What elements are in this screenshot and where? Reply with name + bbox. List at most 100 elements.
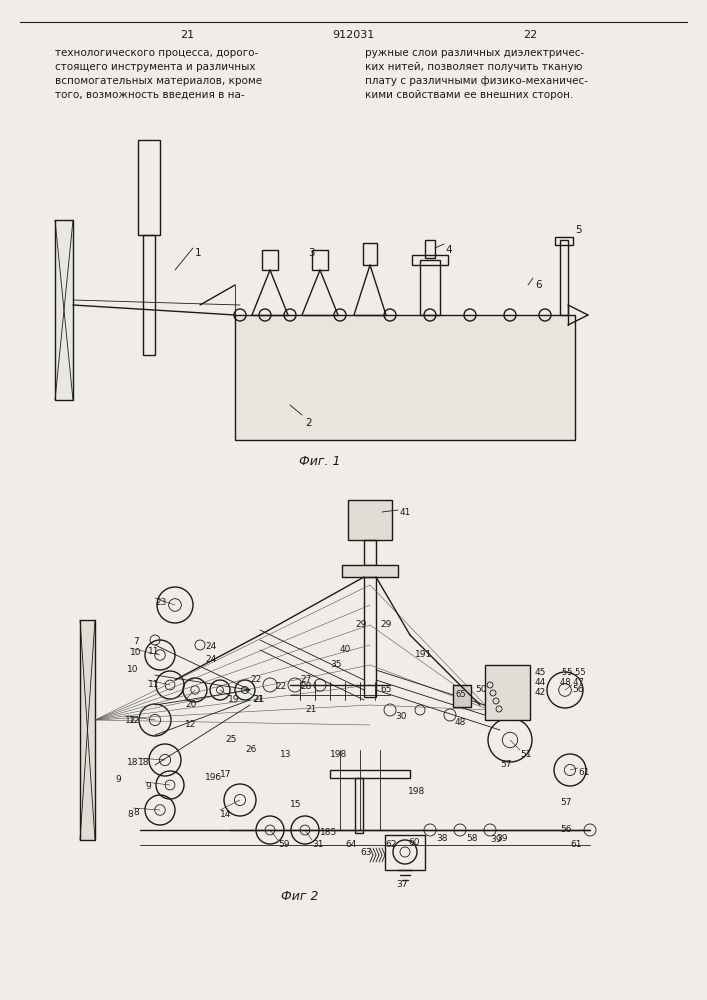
Text: 20: 20 (185, 700, 197, 709)
Text: 3: 3 (308, 248, 315, 258)
Text: 9: 9 (145, 782, 151, 791)
Text: 191: 191 (415, 650, 432, 659)
Text: 18: 18 (127, 758, 139, 767)
Text: 58: 58 (466, 834, 477, 843)
Text: 35: 35 (330, 660, 341, 669)
Bar (342, 565, 398, 577)
Bar (364, 540, 376, 565)
Text: 63: 63 (360, 848, 371, 857)
Bar (425, 240, 435, 258)
Text: 45: 45 (535, 668, 547, 677)
Bar (143, 235, 155, 355)
Text: 39: 39 (490, 835, 501, 844)
Text: 22: 22 (523, 30, 537, 40)
Text: 61: 61 (578, 768, 590, 777)
Text: 12: 12 (185, 720, 197, 729)
Text: 24: 24 (205, 655, 216, 664)
Text: 17: 17 (220, 770, 231, 779)
Bar (312, 250, 328, 270)
Text: 11: 11 (148, 647, 160, 656)
Text: 26: 26 (245, 745, 257, 754)
Text: 42: 42 (535, 688, 547, 697)
Text: 24: 24 (205, 642, 216, 651)
Text: 51: 51 (520, 750, 532, 759)
Text: 10: 10 (127, 665, 139, 674)
Text: 40: 40 (340, 645, 351, 654)
Text: 14: 14 (220, 810, 231, 819)
Text: 21: 21 (252, 695, 264, 704)
Text: 21: 21 (305, 705, 316, 714)
Bar (555, 237, 573, 245)
Bar (412, 255, 448, 265)
Text: 48: 48 (455, 718, 467, 727)
Text: 9: 9 (115, 775, 121, 784)
Bar (55, 220, 73, 400)
Text: вспомогательных материалов, кроме: вспомогательных материалов, кроме (55, 76, 262, 86)
Text: ружные слои различных диэлектричес-: ружные слои различных диэлектричес- (365, 48, 584, 58)
Text: Фиг. 1: Фиг. 1 (299, 455, 341, 468)
Text: 23: 23 (155, 598, 166, 607)
Text: 62: 62 (385, 840, 397, 849)
Text: 198: 198 (408, 787, 425, 796)
Text: 22: 22 (275, 682, 286, 691)
Text: 61: 61 (570, 840, 581, 849)
Bar (420, 260, 440, 315)
Text: 10: 10 (130, 648, 141, 657)
Text: 8: 8 (127, 810, 133, 819)
Bar (355, 778, 363, 833)
Text: 48 47: 48 47 (560, 678, 584, 687)
Text: 30: 30 (395, 712, 407, 721)
Text: 65: 65 (380, 685, 392, 694)
Text: 15: 15 (290, 800, 301, 809)
Text: 31: 31 (312, 840, 324, 849)
Text: 21: 21 (180, 30, 194, 40)
Bar (364, 577, 376, 697)
Text: 5: 5 (575, 225, 582, 235)
Text: 44: 44 (535, 678, 547, 687)
Text: 19б: 19б (205, 773, 222, 782)
Text: 12: 12 (125, 716, 136, 725)
Text: кими свойствами ее внешних сторон.: кими свойствами ее внешних сторон. (365, 90, 573, 100)
Text: 12: 12 (129, 716, 141, 725)
Text: стоящего инструмента и различных: стоящего инструмента и различных (55, 62, 255, 72)
Text: 57: 57 (560, 798, 571, 807)
Text: 29: 29 (380, 620, 392, 629)
Text: 56: 56 (560, 825, 571, 834)
Text: 57: 57 (500, 760, 511, 769)
Bar (138, 140, 160, 235)
Text: 4: 4 (445, 245, 452, 255)
Bar (363, 243, 377, 265)
Text: ких нитей, позволяет получить тканую: ких нитей, позволяет получить тканую (365, 62, 583, 72)
Text: 29: 29 (355, 620, 366, 629)
Text: 38: 38 (436, 834, 448, 843)
Bar (348, 500, 392, 540)
Text: 28: 28 (300, 682, 311, 691)
Text: 198: 198 (330, 750, 347, 759)
Text: 41: 41 (400, 508, 411, 517)
Text: 37: 37 (396, 880, 407, 889)
Bar (485, 665, 530, 720)
Bar (262, 250, 278, 270)
Text: 19: 19 (228, 695, 240, 704)
Bar (385, 835, 425, 870)
Text: 55 55: 55 55 (562, 668, 585, 677)
Bar (560, 240, 568, 315)
Text: 64: 64 (345, 840, 356, 849)
Text: 59: 59 (278, 840, 289, 849)
Text: 18: 18 (138, 758, 149, 767)
Text: 185: 185 (320, 828, 337, 837)
Bar (330, 770, 410, 778)
Text: 21: 21 (253, 695, 264, 704)
Text: 25: 25 (225, 735, 236, 744)
Text: 11: 11 (148, 680, 160, 689)
Text: Фиг 2: Фиг 2 (281, 890, 319, 903)
Text: 60: 60 (408, 838, 419, 847)
Text: плату с различными физико-механичес-: плату с различными физико-механичес- (365, 76, 588, 86)
Text: 50: 50 (475, 685, 486, 694)
Text: того, возможность введения в на-: того, возможность введения в на- (55, 90, 245, 100)
Text: 56: 56 (572, 685, 583, 694)
Text: 6: 6 (535, 280, 542, 290)
Text: 912031: 912031 (332, 30, 374, 40)
Bar (453, 685, 471, 707)
Bar (235, 315, 575, 440)
